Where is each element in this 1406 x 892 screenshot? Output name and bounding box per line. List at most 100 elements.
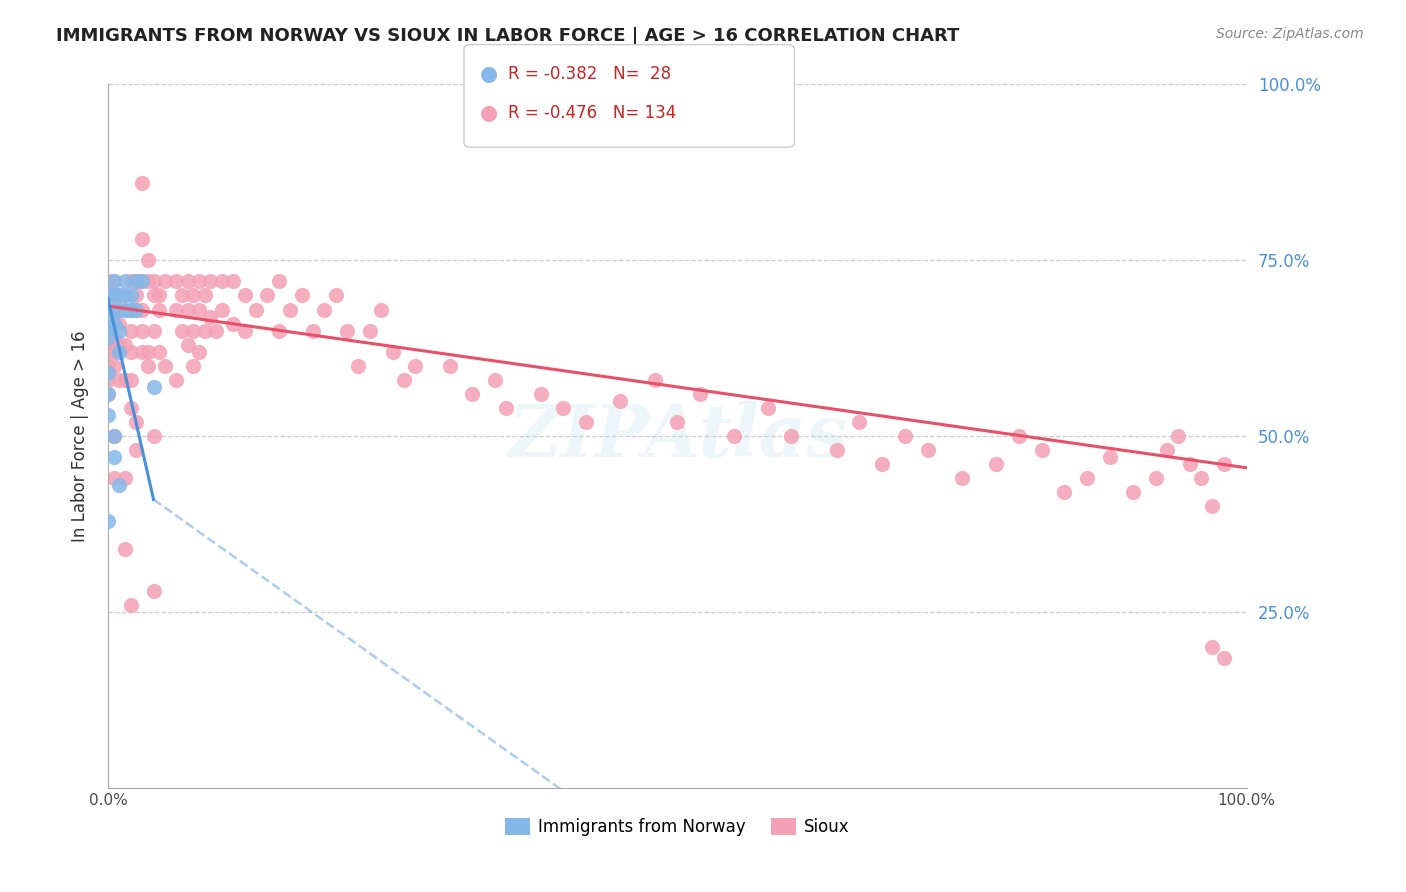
- Point: [222, 274, 245, 288]
- Point: [108, 288, 131, 302]
- Text: ●: ●: [481, 64, 498, 84]
- Point: [103, 274, 125, 288]
- Point: [97, 408, 120, 422]
- Point: [108, 373, 131, 387]
- Point: [176, 337, 198, 351]
- Point: [108, 324, 131, 338]
- Point: [114, 302, 136, 317]
- Point: [950, 471, 973, 485]
- Point: [1201, 500, 1223, 514]
- Point: [381, 344, 404, 359]
- Point: [183, 324, 205, 338]
- Point: [108, 337, 131, 351]
- Y-axis label: In Labor Force | Age > 16: In Labor Force | Age > 16: [72, 330, 89, 541]
- Text: ZIPAtlas: ZIPAtlas: [508, 401, 846, 472]
- Point: [689, 387, 711, 401]
- Point: [125, 302, 148, 317]
- Point: [103, 288, 125, 302]
- Point: [148, 288, 170, 302]
- Point: [131, 344, 153, 359]
- Point: [404, 359, 426, 373]
- Point: [848, 415, 870, 429]
- Point: [870, 457, 893, 471]
- Point: [1178, 457, 1201, 471]
- Point: [1122, 485, 1144, 500]
- Point: [114, 337, 136, 351]
- Point: [165, 373, 187, 387]
- Point: [644, 373, 666, 387]
- Point: [1201, 640, 1223, 655]
- Point: [233, 324, 256, 338]
- Point: [359, 324, 381, 338]
- Point: [103, 471, 125, 485]
- Point: [666, 415, 689, 429]
- Point: [108, 302, 131, 317]
- Point: [131, 176, 153, 190]
- Point: [392, 373, 415, 387]
- Point: [125, 274, 148, 288]
- Point: [165, 302, 187, 317]
- Point: [233, 288, 256, 302]
- Point: [176, 302, 198, 317]
- Point: [165, 274, 187, 288]
- Point: [222, 317, 245, 331]
- Text: ●: ●: [481, 103, 498, 123]
- Point: [131, 274, 153, 288]
- Point: [103, 302, 125, 317]
- Point: [302, 324, 325, 338]
- Point: [103, 450, 125, 465]
- Point: [103, 344, 125, 359]
- Point: [125, 443, 148, 458]
- Point: [1189, 471, 1212, 485]
- Point: [194, 288, 217, 302]
- Point: [114, 373, 136, 387]
- Point: [495, 401, 517, 415]
- Point: [200, 310, 222, 324]
- Point: [290, 288, 312, 302]
- Point: [97, 288, 120, 302]
- Point: [97, 387, 120, 401]
- Point: [153, 274, 176, 288]
- Point: [97, 274, 120, 288]
- Point: [97, 344, 120, 359]
- Point: [120, 344, 142, 359]
- Point: [1053, 485, 1076, 500]
- Point: [205, 324, 228, 338]
- Point: [114, 288, 136, 302]
- Point: [114, 471, 136, 485]
- Point: [183, 288, 205, 302]
- Point: [530, 387, 553, 401]
- Point: [245, 302, 267, 317]
- Point: [97, 317, 120, 331]
- Point: [1031, 443, 1053, 458]
- Point: [756, 401, 779, 415]
- Point: [120, 598, 142, 612]
- Point: [103, 302, 125, 317]
- Point: [484, 373, 506, 387]
- Point: [120, 324, 142, 338]
- Point: [114, 302, 136, 317]
- Point: [347, 359, 370, 373]
- Point: [97, 366, 120, 380]
- Point: [148, 302, 170, 317]
- Point: [120, 274, 142, 288]
- Point: [97, 288, 120, 302]
- Point: [142, 429, 165, 443]
- Point: [120, 302, 142, 317]
- Point: [211, 302, 233, 317]
- Point: [125, 288, 148, 302]
- Point: [1212, 650, 1234, 665]
- Point: [200, 274, 222, 288]
- Point: [131, 324, 153, 338]
- Point: [97, 302, 120, 317]
- Point: [325, 288, 347, 302]
- Point: [148, 344, 170, 359]
- Text: R = -0.382   N=  28: R = -0.382 N= 28: [508, 65, 671, 83]
- Point: [142, 380, 165, 394]
- Point: [1098, 450, 1121, 465]
- Point: [108, 317, 131, 331]
- Point: [114, 274, 136, 288]
- Text: Source: ZipAtlas.com: Source: ZipAtlas.com: [1216, 27, 1364, 41]
- Point: [97, 514, 120, 528]
- Point: [1156, 443, 1178, 458]
